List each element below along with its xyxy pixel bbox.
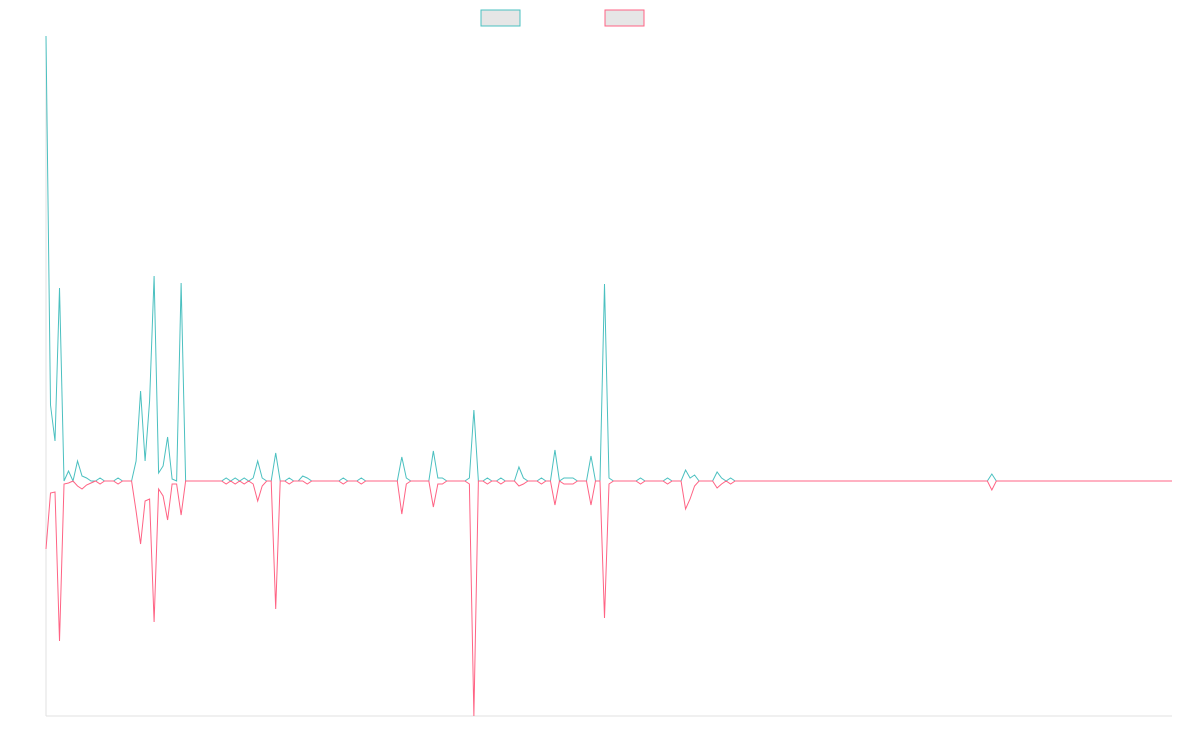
series-line <box>45 35 1172 483</box>
series-line <box>45 480 1172 717</box>
legend-swatch[interactable] <box>604 9 645 27</box>
legend-swatch[interactable] <box>480 9 521 27</box>
